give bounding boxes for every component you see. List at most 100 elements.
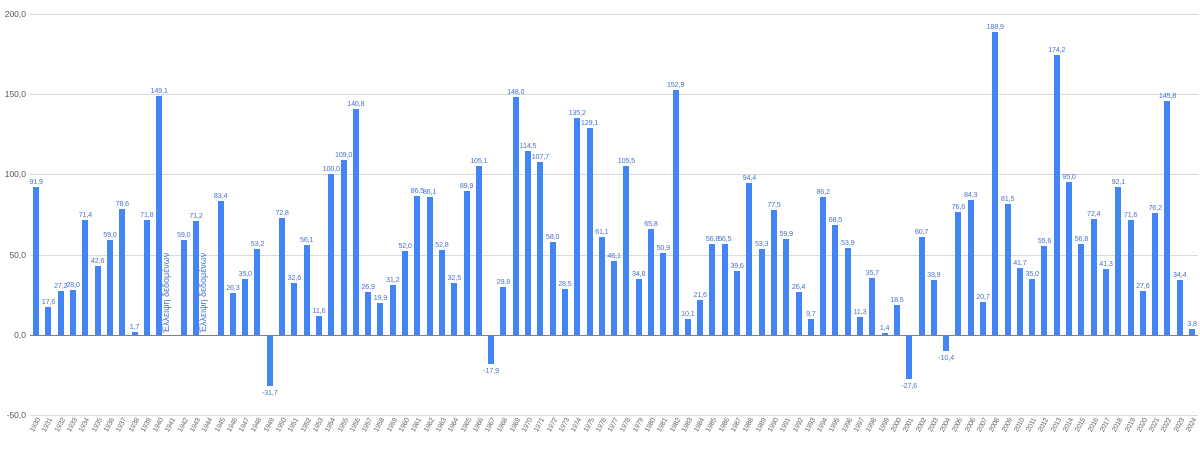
bar[interactable]: [1090, 218, 1097, 335]
bar[interactable]: [365, 291, 372, 335]
bar[interactable]: [463, 190, 470, 335]
bar[interactable]: [512, 97, 519, 335]
bar[interactable]: [193, 220, 199, 335]
bar[interactable]: [328, 174, 335, 335]
bar[interactable]: [1041, 245, 1048, 335]
bar[interactable]: [980, 301, 986, 335]
bar[interactable]: [438, 250, 445, 335]
bar[interactable]: [229, 292, 236, 335]
bar[interactable]: [131, 332, 138, 335]
x-axis-slot: 1958: [374, 415, 387, 450]
bar[interactable]: [119, 208, 126, 335]
bar[interactable]: [1066, 182, 1073, 335]
bar[interactable]: [647, 229, 654, 335]
bar[interactable]: [156, 95, 163, 335]
bar[interactable]: [315, 316, 322, 335]
bar[interactable]: [217, 201, 224, 335]
bar[interactable]: [881, 332, 888, 335]
bar[interactable]: [943, 334, 950, 352]
bar[interactable]: [525, 151, 532, 335]
bar[interactable]: [1164, 100, 1171, 335]
bar[interactable]: [1139, 290, 1146, 335]
bar[interactable]: [1176, 279, 1183, 335]
bar[interactable]: [672, 89, 679, 335]
bar[interactable]: [709, 243, 716, 335]
bar-slot: 26,9: [361, 14, 375, 415]
bar[interactable]: [561, 289, 568, 335]
bar[interactable]: [340, 159, 347, 335]
x-axis-tick-label: 2003: [926, 417, 940, 434]
bar[interactable]: [893, 305, 900, 335]
bar[interactable]: [1078, 243, 1085, 335]
bar[interactable]: [1053, 55, 1060, 335]
bar[interactable]: [684, 318, 691, 335]
bar[interactable]: [414, 196, 421, 335]
bar[interactable]: [832, 224, 839, 335]
bar[interactable]: [94, 266, 101, 335]
bar[interactable]: [33, 187, 40, 335]
bar[interactable]: [106, 240, 113, 335]
bar[interactable]: [635, 278, 642, 335]
bar[interactable]: [660, 253, 667, 335]
bar[interactable]: [697, 300, 704, 335]
bar[interactable]: [795, 292, 802, 335]
bar[interactable]: [783, 238, 790, 335]
bar[interactable]: [1127, 219, 1134, 335]
bar[interactable]: [1016, 267, 1023, 335]
bar[interactable]: [1102, 268, 1109, 335]
bar[interactable]: [930, 280, 937, 335]
bar[interactable]: [475, 166, 482, 335]
bar[interactable]: [1152, 212, 1159, 335]
bar[interactable]: [500, 287, 507, 335]
bar[interactable]: [57, 291, 64, 335]
bar[interactable]: [451, 282, 458, 335]
x-axis-tick-label: 1963: [434, 417, 449, 434]
bar-slot: 83,4: [214, 14, 227, 415]
bar[interactable]: [623, 165, 630, 335]
bar[interactable]: [279, 218, 286, 335]
bar[interactable]: [488, 334, 495, 364]
bar[interactable]: [82, 220, 89, 335]
bar[interactable]: [537, 162, 544, 335]
bar[interactable]: [242, 278, 249, 335]
bar[interactable]: [820, 196, 827, 335]
bar[interactable]: [426, 196, 433, 335]
bar[interactable]: [746, 183, 753, 335]
bar[interactable]: [254, 249, 261, 335]
bar[interactable]: [611, 260, 618, 335]
bar[interactable]: [180, 240, 187, 335]
bar[interactable]: [1004, 204, 1011, 335]
bar[interactable]: [918, 237, 925, 335]
bar[interactable]: [143, 219, 150, 335]
bar[interactable]: [586, 127, 593, 335]
bar[interactable]: [967, 199, 974, 335]
bar[interactable]: [844, 248, 851, 335]
bar[interactable]: [758, 249, 765, 335]
bar[interactable]: [1029, 278, 1036, 335]
bar[interactable]: [291, 282, 298, 335]
bar[interactable]: [45, 306, 52, 335]
bar[interactable]: [352, 108, 359, 335]
bar[interactable]: [549, 241, 556, 335]
bar[interactable]: [1115, 187, 1122, 335]
bar[interactable]: [807, 319, 814, 335]
x-axis-tick-label: 1964: [447, 417, 461, 434]
bar[interactable]: [303, 244, 310, 335]
bar[interactable]: [721, 244, 728, 335]
bar[interactable]: [955, 211, 962, 335]
bar[interactable]: [377, 302, 384, 335]
bar-slot: 9,7: [805, 14, 817, 415]
bar[interactable]: [770, 210, 777, 335]
bar[interactable]: [869, 277, 876, 335]
bar[interactable]: [402, 251, 409, 335]
bar[interactable]: [734, 271, 741, 335]
bar[interactable]: [906, 334, 913, 380]
bar[interactable]: [266, 334, 273, 386]
bar[interactable]: [1189, 328, 1196, 335]
bar[interactable]: [70, 289, 77, 335]
bar[interactable]: [857, 316, 864, 335]
bar[interactable]: [389, 284, 396, 335]
bar[interactable]: [574, 117, 581, 335]
bar[interactable]: [598, 236, 605, 335]
bar[interactable]: [992, 31, 999, 335]
